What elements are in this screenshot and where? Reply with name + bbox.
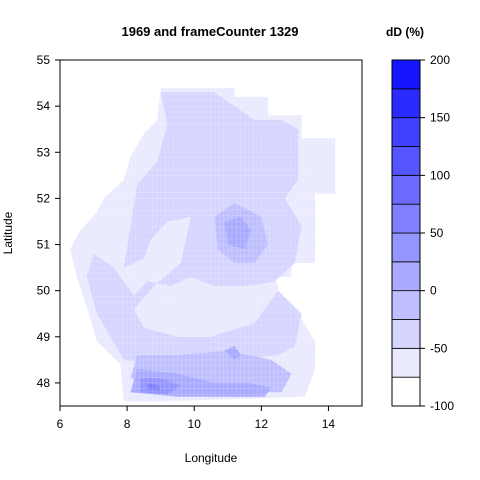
x-tick-label: 12 bbox=[255, 417, 269, 431]
y-axis-label: Latitude bbox=[1, 211, 15, 254]
contour-region-6 bbox=[224, 346, 242, 360]
colorbar-band bbox=[391, 88, 421, 119]
y-tick-label: 53 bbox=[37, 145, 51, 159]
colorbar-band bbox=[391, 347, 421, 378]
colorbar-band bbox=[391, 290, 421, 320]
x-axis-label: Longitude bbox=[185, 451, 238, 465]
y-tick-label: 50 bbox=[37, 284, 51, 298]
colorbar: -100 -50 0 50 100 150 200 bbox=[391, 53, 454, 413]
y-tick-label: 52 bbox=[37, 191, 51, 205]
colorbar-band bbox=[391, 203, 421, 234]
plot-frame bbox=[59, 59, 363, 407]
colorbar-band bbox=[391, 117, 421, 147]
x-tick-label: 8 bbox=[124, 417, 131, 431]
y-tick-label: 51 bbox=[37, 238, 51, 252]
colorbar-tick-label: 150 bbox=[430, 111, 450, 125]
colorbar-tick-label: 100 bbox=[430, 168, 450, 182]
y-axis: 48 49 50 51 52 53 54 55 bbox=[37, 53, 60, 390]
colorbar-title: dD (%) bbox=[386, 25, 424, 39]
x-tick-label: 10 bbox=[188, 417, 202, 431]
colorbar-tick-label: 200 bbox=[430, 53, 450, 67]
y-tick-label: 54 bbox=[37, 99, 51, 113]
colorbar-band bbox=[391, 376, 421, 407]
chart-title: 1969 and frameCounter 1329 bbox=[121, 24, 298, 39]
contour-region-7 bbox=[140, 378, 181, 395]
colorbar-tick-label: -100 bbox=[430, 399, 454, 413]
contour-region-4 bbox=[224, 216, 252, 250]
contour-region-8 bbox=[147, 382, 161, 390]
colorbar-band bbox=[391, 261, 421, 292]
x-tick-label: 14 bbox=[322, 417, 336, 431]
colorbar-tick-label: 0 bbox=[430, 284, 437, 298]
y-tick-label: 48 bbox=[37, 376, 51, 390]
contour-region-1 bbox=[86, 92, 302, 365]
y-tick-label: 49 bbox=[37, 330, 51, 344]
grid-layer bbox=[59, 59, 363, 407]
x-axis: 6 8 10 12 14 bbox=[57, 406, 336, 431]
colorbar-band bbox=[391, 59, 421, 90]
colorbar-tick-label: -50 bbox=[430, 341, 448, 355]
y-tick-label: 55 bbox=[37, 53, 51, 67]
colorbar-band bbox=[391, 174, 421, 205]
colorbar-band bbox=[391, 146, 421, 176]
x-tick-label: 6 bbox=[57, 417, 64, 431]
colorbar-tick-label: 50 bbox=[430, 226, 444, 240]
colorbar-band bbox=[391, 232, 421, 263]
colorbar-band bbox=[391, 319, 421, 349]
plot-fill-layer bbox=[70, 87, 336, 402]
